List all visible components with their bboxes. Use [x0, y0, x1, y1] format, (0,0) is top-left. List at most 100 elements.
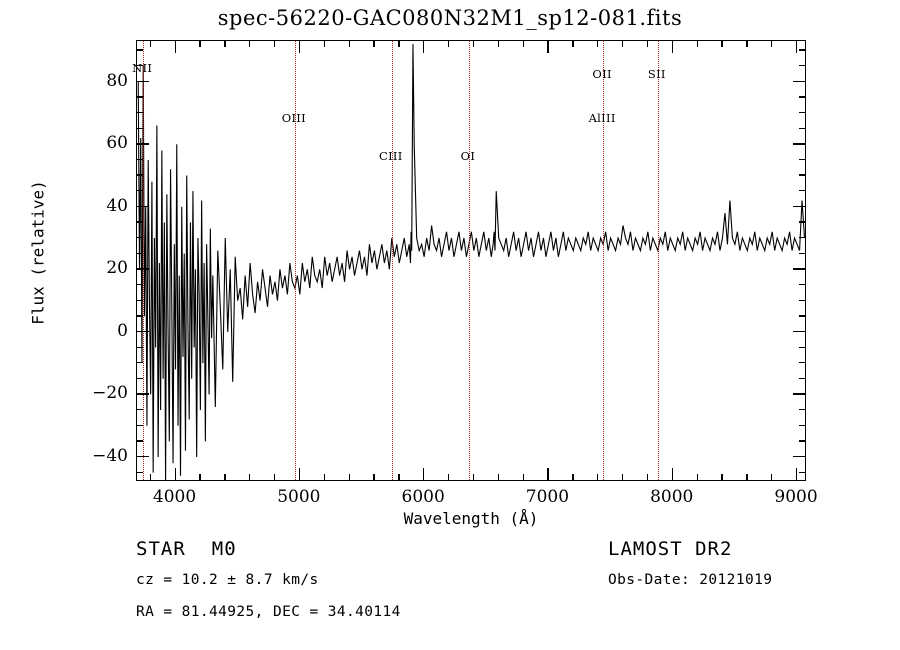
line-marker-oii [603, 41, 605, 480]
y-tick-right--15 [799, 377, 806, 380]
y-tick-right-20 [793, 268, 806, 270]
y-tick-85 [136, 65, 143, 67]
y-tick-right-40 [793, 205, 806, 208]
x-tick-top-6400 [472, 40, 475, 47]
object-type-value: STAR [136, 538, 186, 560]
x-tick-top-8800 [771, 40, 773, 47]
y-tick-right-0 [793, 330, 806, 333]
line-label-oi: OI [460, 148, 476, 163]
x-tick-top-5200 [323, 40, 325, 47]
plot-frame [136, 40, 806, 481]
y-tick-20 [136, 268, 149, 270]
x-tick-top-6000 [423, 40, 425, 53]
y-tick--30 [136, 424, 143, 426]
footer-obs-date: Obs-Date: 20121019 [608, 572, 773, 588]
y-tick-right--5 [799, 346, 806, 348]
y-tick-right-15 [799, 283, 806, 286]
y-tick--40 [136, 455, 149, 458]
y-tick-right-90 [799, 49, 806, 51]
y-tick--10 [136, 362, 143, 364]
x-axis-title: Wavelength (Å) [403, 509, 539, 528]
y-tick-75 [136, 96, 143, 98]
y-axis-title: Flux (relative) [28, 180, 48, 325]
y-tick-65 [136, 127, 143, 129]
x-tick-8600 [746, 474, 748, 481]
x-tick-6600 [497, 474, 500, 481]
y-tick-70 [136, 111, 143, 114]
y-tick-label--20: −20 [92, 383, 128, 404]
footer-object-type: STAR M0 [136, 538, 237, 560]
x-tick-label-9000: 9000 [774, 487, 818, 507]
x-tick-top-4000 [174, 40, 176, 53]
y-tick-right--45 [799, 471, 806, 473]
y-tick-right-45 [799, 190, 806, 192]
y-tick-45 [136, 190, 143, 192]
x-tick-label-8000: 8000 [650, 487, 694, 507]
y-tick--45 [136, 471, 143, 473]
x-tick-top-5000 [298, 40, 301, 53]
x-tick-4800 [273, 474, 276, 481]
x-tick-3800 [149, 474, 151, 481]
x-tick-top-4200 [199, 40, 201, 47]
y-tick-right-10 [799, 299, 806, 301]
x-tick-6400 [472, 474, 475, 481]
x-tick-9000 [796, 468, 798, 481]
y-tick--25 [136, 409, 143, 411]
footer-cz: cz = 10.2 ± 8.7 km/s [136, 572, 319, 588]
y-tick-0 [136, 330, 149, 333]
x-tick-7400 [597, 474, 599, 481]
y-tick-right--20 [793, 393, 806, 395]
x-tick-top-8000 [671, 40, 674, 53]
x-tick-top-4800 [273, 40, 276, 47]
x-tick-4200 [199, 474, 201, 481]
y-tick-right-35 [799, 221, 806, 223]
line-label-aliii: AlIII [588, 111, 616, 126]
x-tick-top-8600 [746, 40, 748, 47]
x-tick-8000 [671, 468, 674, 481]
y-tick-60 [136, 143, 149, 145]
x-tick-6200 [448, 474, 450, 481]
x-tick-top-7000 [547, 40, 549, 53]
x-tick-6800 [522, 474, 524, 481]
y-tick--35 [136, 440, 143, 442]
x-tick-5400 [348, 474, 350, 481]
x-tick-6000 [423, 468, 425, 481]
line-marker-nii [143, 41, 145, 480]
y-tick-right-55 [799, 158, 806, 161]
y-tick-right--40 [793, 455, 806, 458]
x-tick-label-6000: 6000 [401, 487, 445, 507]
x-tick-5600 [373, 474, 375, 481]
footer-coords: RA = 81.44925, DEC = 34.40114 [136, 604, 401, 620]
x-tick-top-7600 [622, 40, 624, 47]
x-tick-top-6200 [448, 40, 450, 47]
y-tick-label-40: 40 [106, 195, 128, 216]
x-tick-7000 [547, 468, 549, 481]
x-tick-7800 [646, 474, 649, 481]
y-tick-5 [136, 315, 143, 317]
spectrum-trace [137, 44, 805, 480]
y-tick-right-30 [799, 237, 806, 239]
y-tick--20 [136, 393, 149, 395]
y-tick-15 [136, 283, 143, 286]
x-tick-5200 [323, 474, 325, 481]
y-tick-right--10 [799, 362, 806, 364]
y-tick-right--35 [799, 440, 806, 442]
x-tick-8800 [771, 474, 773, 481]
x-tick-label-4000: 4000 [152, 487, 197, 507]
x-tick-top-5400 [348, 40, 350, 47]
y-tick-55 [136, 158, 143, 161]
x-tick-top-8400 [721, 40, 723, 47]
y-tick-right--30 [799, 424, 806, 426]
y-tick--15 [136, 377, 143, 380]
line-label-nii: NII [132, 61, 153, 76]
y-tick-label--40: −40 [92, 445, 128, 466]
x-tick-4000 [174, 468, 176, 481]
x-tick-top-7200 [572, 40, 574, 47]
x-tick-top-7800 [646, 40, 649, 47]
footer-survey: LAMOST DR2 [608, 538, 733, 560]
y-tick-40 [136, 205, 149, 208]
y-tick-80 [136, 80, 149, 82]
y-tick-label-20: 20 [106, 258, 128, 279]
x-tick-8400 [721, 474, 723, 481]
